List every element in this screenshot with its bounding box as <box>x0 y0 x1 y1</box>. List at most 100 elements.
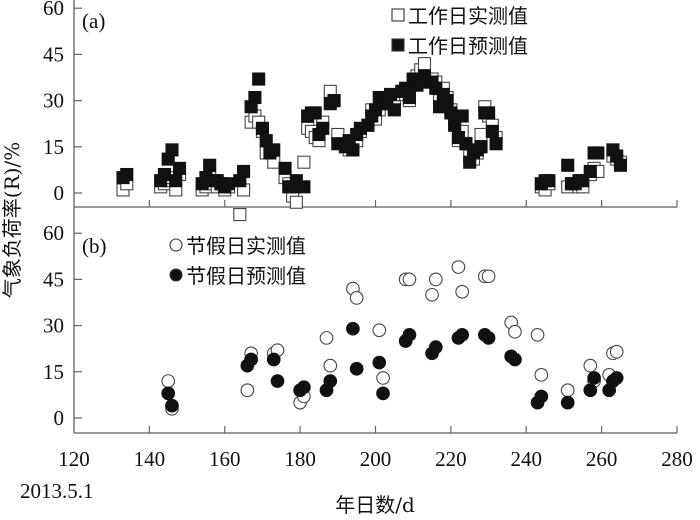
measured-point <box>534 368 549 382</box>
y-tick-label: 0 <box>54 181 65 205</box>
predicted-point <box>384 87 398 101</box>
predicted-point <box>455 327 470 342</box>
predicted-point <box>297 180 311 194</box>
measured-point <box>376 371 390 385</box>
x-axis-label: 年日数/d <box>335 493 415 517</box>
panel-label: (b) <box>82 234 107 258</box>
y-tick-label: 0 <box>54 406 65 430</box>
predicted-point <box>587 371 601 385</box>
x-tick-label: 280 <box>661 447 693 471</box>
predicted-point <box>489 137 503 151</box>
x-origin-note: 2013.5.1 <box>20 479 94 503</box>
predicted-point <box>165 398 179 413</box>
predicted-point <box>440 94 454 108</box>
x-tick-label: 160 <box>209 447 241 471</box>
measured-point <box>609 344 624 359</box>
predicted-point <box>534 389 549 404</box>
predicted-point <box>161 386 176 401</box>
predicted-point <box>120 167 134 182</box>
predicted-point <box>252 72 266 86</box>
predicted-point <box>387 103 401 117</box>
predicted-point <box>278 161 292 175</box>
y-tick-label: 30 <box>43 314 64 338</box>
predicted-point <box>485 124 499 138</box>
measured-point <box>402 272 417 287</box>
measured-point <box>417 57 432 71</box>
measured-point <box>451 260 466 274</box>
predicted-point <box>248 90 262 105</box>
predicted-point <box>327 94 341 108</box>
y-tick-label: 15 <box>43 135 64 159</box>
predicted-point <box>481 331 496 345</box>
predicted-point <box>482 106 496 120</box>
y-tick-label: 15 <box>43 360 64 384</box>
legend-label: 节假日实测值 <box>186 234 306 258</box>
predicted-point <box>267 143 281 157</box>
predicted-point <box>346 143 360 157</box>
predicted-point <box>165 143 179 157</box>
predicted-point <box>237 164 251 178</box>
predicted-point <box>583 383 598 398</box>
predicted-point <box>316 121 330 135</box>
predicted-point <box>561 158 575 172</box>
y-tick-label: 45 <box>43 267 64 291</box>
predicted-point <box>169 174 183 188</box>
measured-point <box>530 327 545 342</box>
measured-point <box>240 383 255 398</box>
measured-point <box>161 374 176 388</box>
measured-point <box>289 195 303 209</box>
predicted-point <box>244 352 258 367</box>
predicted-point <box>255 121 269 135</box>
predicted-point <box>372 355 387 370</box>
predicted-point <box>455 109 469 123</box>
legend-marker <box>169 238 183 252</box>
x-tick-label: 220 <box>435 447 467 471</box>
legend-marker <box>391 8 405 22</box>
legend-label: 节假日预测值 <box>186 264 306 288</box>
predicted-point <box>428 340 443 355</box>
y-tick-label: 45 <box>43 42 64 66</box>
measured-point <box>349 291 364 305</box>
measured-point <box>481 269 496 284</box>
predicted-point <box>308 106 322 120</box>
predicted-point <box>609 371 624 385</box>
predicted-point <box>444 106 458 120</box>
predicted-point <box>402 327 417 342</box>
predicted-point <box>349 361 364 376</box>
measured-point <box>319 331 334 345</box>
predicted-point <box>402 90 416 105</box>
measured-point <box>508 324 522 339</box>
predicted-point <box>203 158 217 172</box>
x-tick-label: 240 <box>511 447 543 471</box>
y-tick-label: 60 <box>43 221 64 245</box>
predicted-point <box>474 140 488 154</box>
predicted-point <box>157 167 171 182</box>
measured-point <box>455 284 470 299</box>
predicted-point <box>542 174 556 188</box>
measured-point <box>297 155 311 169</box>
measured-point <box>583 358 598 373</box>
predicted-point <box>583 164 597 178</box>
predicted-point <box>270 374 285 388</box>
measured-point <box>560 383 575 398</box>
predicted-point <box>591 146 605 160</box>
measured-point <box>428 272 443 287</box>
predicted-point <box>297 380 311 395</box>
predicted-point <box>172 161 187 175</box>
x-tick-label: 120 <box>58 447 90 471</box>
x-tick-label: 200 <box>360 447 392 471</box>
predicted-point <box>508 352 522 367</box>
measured-point <box>372 323 387 338</box>
predicted-point <box>560 395 575 410</box>
y-tick-label: 30 <box>43 89 64 113</box>
measured-point <box>425 287 439 302</box>
legend-label: 工作日预测值 <box>408 34 528 58</box>
predicted-point <box>376 386 390 401</box>
x-tick-label: 140 <box>134 447 166 471</box>
legend-marker <box>391 38 405 52</box>
measured-point <box>474 127 488 142</box>
x-tick-label: 180 <box>284 447 316 471</box>
predicted-point <box>221 177 236 191</box>
